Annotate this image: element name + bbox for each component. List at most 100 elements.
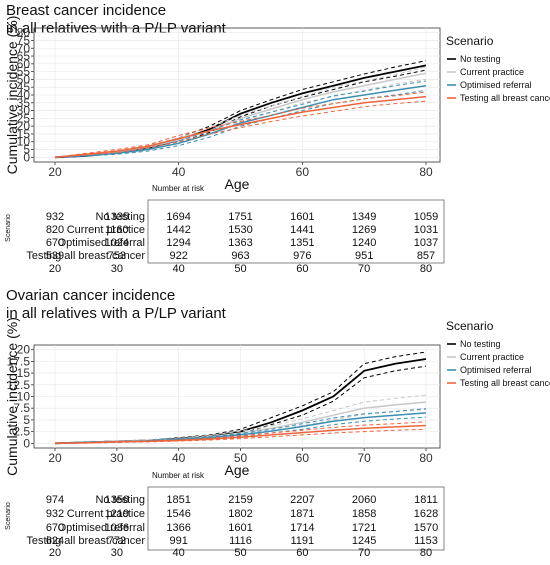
risk-cell: 1811 bbox=[414, 494, 438, 506]
risk-cell: 1036 bbox=[105, 522, 129, 534]
legend-title: Scenario bbox=[446, 319, 494, 333]
series-testing-all-breast-cancer bbox=[54, 91, 427, 159]
y-tick-label: 5 bbox=[23, 413, 30, 427]
risk-cell: 991 bbox=[169, 535, 187, 547]
x-tick-label: 40 bbox=[172, 451, 186, 465]
risk-cell: 2159 bbox=[228, 494, 252, 506]
x-tick-label: 70 bbox=[357, 451, 371, 465]
risk-cell: 1351 bbox=[290, 237, 314, 249]
risk-age-label: 80 bbox=[420, 263, 432, 275]
series-ci-upper bbox=[54, 421, 427, 444]
x-tick-label: 60 bbox=[296, 165, 310, 179]
risk-cell: 963 bbox=[231, 250, 249, 262]
risk-table-box bbox=[147, 486, 445, 551]
y-tick-label: 15 bbox=[17, 366, 31, 380]
x-tick-label: 50 bbox=[234, 451, 248, 465]
risk-cell: 772 bbox=[108, 535, 126, 547]
y-tick-label: 40 bbox=[17, 88, 31, 102]
risk-cell: 1751 bbox=[228, 211, 252, 223]
risk-cell: 1694 bbox=[166, 211, 190, 223]
y-tick-label: 70 bbox=[17, 41, 31, 55]
risk-cell: 1802 bbox=[228, 508, 252, 520]
series-ci-upper bbox=[54, 80, 427, 158]
risk-age-label: 20 bbox=[49, 547, 61, 559]
y-tick-label: 45 bbox=[17, 80, 31, 94]
risk-row-label: Optimised referral bbox=[58, 522, 145, 534]
y-tick-label: 25 bbox=[17, 111, 31, 125]
y-tick-label: 20 bbox=[17, 119, 31, 133]
risk-cell: 1059 bbox=[414, 211, 438, 223]
chart-title-line: Ovarian cancer incidence bbox=[6, 287, 175, 304]
risk-cell: 820 bbox=[46, 224, 64, 236]
risk-cell: 1245 bbox=[352, 535, 376, 547]
risk-cell: 1349 bbox=[352, 211, 376, 223]
y-axis-label: Cumulative incidence (%) bbox=[4, 16, 20, 175]
chart-title-line: in all relatives with a P/LP variant bbox=[6, 20, 227, 37]
risk-age-label: 50 bbox=[234, 547, 246, 559]
x-axis-label: Age bbox=[225, 176, 250, 192]
series-ci-upper bbox=[54, 66, 427, 158]
risk-table-side-label: Scenario bbox=[5, 502, 12, 530]
x-tick-label: 20 bbox=[48, 451, 62, 465]
series-current-practice bbox=[54, 66, 427, 159]
y-tick-label: 35 bbox=[17, 96, 31, 110]
risk-cell: 1335 bbox=[105, 211, 129, 223]
risk-cell: 974 bbox=[46, 494, 64, 506]
legend-label: Optimised referral bbox=[460, 365, 532, 375]
x-tick-label: 20 bbox=[48, 165, 62, 179]
risk-cell: 1153 bbox=[414, 535, 438, 547]
risk-cell: 976 bbox=[293, 250, 311, 262]
risk-cell: 1714 bbox=[290, 522, 314, 534]
legend-label: Current practice bbox=[460, 352, 524, 362]
legend-label: No testing bbox=[460, 339, 501, 349]
risk-table: Number at risk Scenario No testing 974 1356 1… bbox=[5, 471, 445, 559]
series-no-testing bbox=[54, 60, 427, 159]
x-tick-label: 40 bbox=[172, 165, 186, 179]
risk-cell: 1721 bbox=[352, 522, 376, 534]
series-ci-upper bbox=[54, 91, 427, 158]
y-tick-label: 80 bbox=[17, 26, 31, 40]
risk-cell: 624 bbox=[46, 535, 64, 547]
risk-row-label: No testing bbox=[95, 494, 145, 506]
risk-cell: 932 bbox=[46, 508, 64, 520]
risk-cell: 539 bbox=[46, 250, 64, 262]
risk-row-label: Testing all breast cancer bbox=[26, 535, 145, 547]
risk-cell: 1116 bbox=[229, 535, 252, 547]
risk-age-label: 60 bbox=[296, 547, 308, 559]
legend-label: No testing bbox=[460, 54, 501, 64]
risk-cell: 1871 bbox=[290, 508, 314, 520]
risk-cell: 1366 bbox=[166, 522, 190, 534]
risk-cell: 1294 bbox=[166, 237, 190, 249]
chart-title-line: Breast cancer incidence bbox=[6, 2, 166, 19]
legend-title: Scenario bbox=[446, 34, 494, 48]
y-tick-label: 5 bbox=[23, 143, 30, 157]
risk-cell: 1037 bbox=[414, 237, 438, 249]
x-axis-label: Age bbox=[225, 462, 250, 478]
risk-cell: 1356 bbox=[105, 494, 129, 506]
y-tick-label: 65 bbox=[17, 49, 31, 63]
legend-label: Current practice bbox=[460, 67, 524, 77]
risk-cell: 1530 bbox=[228, 224, 252, 236]
y-tick-label: 0 bbox=[23, 150, 30, 164]
series-ci-lower bbox=[54, 100, 427, 158]
risk-age-label: 40 bbox=[173, 547, 185, 559]
series-ci-lower bbox=[54, 89, 427, 158]
risk-table-box bbox=[147, 199, 445, 264]
x-tick-label: 30 bbox=[110, 451, 124, 465]
series-ci-upper bbox=[54, 408, 427, 444]
y-tick-label: 75 bbox=[17, 33, 31, 47]
y-tick-label: 12.5 bbox=[7, 378, 31, 392]
y-tick-label: 60 bbox=[17, 57, 31, 71]
legend: Scenario No testing Current practice Optimi… bbox=[446, 34, 550, 103]
legend-label: Testing all breast cancer bbox=[460, 378, 550, 388]
x-tick-label: 60 bbox=[296, 451, 310, 465]
risk-row-label: Optimised referral bbox=[58, 237, 145, 249]
risk-age-label: 30 bbox=[111, 263, 123, 275]
risk-cell: 1628 bbox=[414, 508, 438, 520]
risk-cell: 1441 bbox=[290, 224, 314, 236]
series-ci-upper bbox=[54, 60, 427, 158]
series-ci-lower bbox=[54, 428, 427, 444]
risk-cell: 1546 bbox=[166, 508, 190, 520]
risk-row-label: Testing all breast cancer bbox=[26, 250, 145, 262]
